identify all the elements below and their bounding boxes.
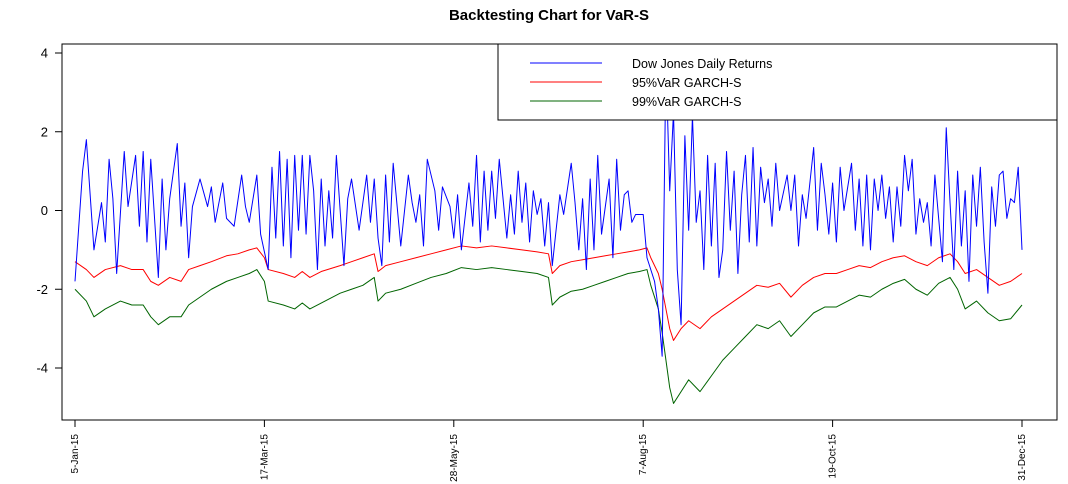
- y-tick-label: 4: [41, 46, 48, 61]
- x-tick-label: 7-Aug-15: [638, 434, 649, 476]
- x-axis: 5-Jan-15 17-Mar-15 28-May-15 7-Aug-15 19-Oct…: [70, 420, 1028, 482]
- x-tick-label: 28-May-15: [449, 434, 460, 482]
- chart-title: Backtesting Chart for VaR-S: [449, 7, 649, 24]
- series-layer: [74, 60, 1023, 404]
- x-tick-label: 17-Mar-15: [259, 434, 270, 481]
- y-tick-label: 2: [41, 124, 48, 139]
- x-tick-label: 31-Dec-15: [1017, 434, 1028, 481]
- y-tick-label: -4: [36, 361, 48, 376]
- series-line-returns: [74, 60, 1023, 357]
- x-tick-label: 5-Jan-15: [70, 434, 81, 474]
- legend-label-var95: 95%VaR GARCH-S: [632, 76, 742, 90]
- legend-label-var99: 99%VaR GARCH-S: [632, 95, 742, 109]
- series-line-var95: [74, 245, 1023, 341]
- legend-label-returns: Dow Jones Daily Returns: [632, 57, 772, 71]
- x-tick-label: 19-Oct-15: [828, 434, 839, 479]
- y-tick-label: -2: [36, 282, 48, 297]
- y-axis: 4 2 0 -2 -4: [36, 46, 62, 376]
- series-line-var99: [74, 267, 1023, 404]
- y-tick-label: 0: [41, 203, 48, 218]
- legend: Dow Jones Daily Returns 95%VaR GARCH-S 9…: [497, 43, 1058, 121]
